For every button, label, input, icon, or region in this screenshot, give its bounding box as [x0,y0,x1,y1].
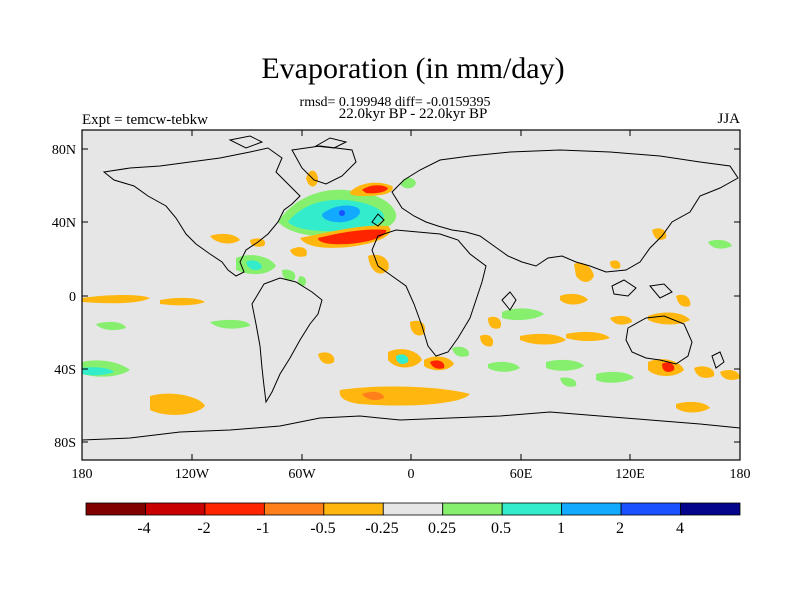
x-axis [81,130,741,460]
anomaly-patches [82,170,740,415]
colorbar-label: -0.5 [310,520,335,537]
colorbar-label: 0.5 [491,520,511,537]
colorbar-label: -4 [137,520,150,537]
colorbar-swatch [145,502,206,516]
colorbar-label: 1 [557,520,565,537]
y-tick-label: 80S [54,436,76,451]
colorbar-swatch [442,502,503,516]
colorbar-swatch [323,502,384,516]
colorbar-label: 2 [616,520,624,537]
colorbar-label: -1 [256,520,269,537]
y-tick-label: 40S [54,363,76,378]
coastline-africa [371,229,487,357]
y-tick-label: 80N [52,143,76,158]
coastline-south-america [251,277,323,404]
y-tick-label: 40N [52,216,76,231]
stats-label: rmsd= 0.199948 diff= -0.0159395 [299,95,491,110]
colorbar-swatch [561,502,622,516]
coastline-europe-asia [391,149,739,273]
period-label: 22.0kyr BP - 22.0kyr BP [338,106,488,122]
colorbar-labels: -4 -2 -1 -0.5 -0.25 0.25 0.5 1 2 4 [137,520,684,537]
colorbar-swatch [263,502,325,516]
coastlines [81,135,741,441]
colorbar-swatch [85,502,146,516]
colorbar-swatch [680,502,741,516]
plot-title: Evaporation (in mm/day) [261,52,565,85]
colorbar-swatch [501,502,563,516]
colorbar [85,502,741,516]
x-tick-label: 60E [510,467,533,482]
coastline-north-america [102,147,301,277]
x-tick-label: 180 [72,467,93,482]
y-axis [82,148,740,443]
experiment-label: Expt = temcw-tebkw [82,112,208,128]
season-label: JJA [717,111,740,127]
colorbar-swatch [620,502,681,516]
x-tick-label: 60W [288,467,316,482]
y-tick-label: 0 [69,290,76,305]
coastline-antarctica [81,411,741,441]
colorbar-swatch [204,502,265,516]
colorbar-label: -2 [197,520,210,537]
x-tick-label: 120W [175,467,210,482]
coastline-australia [625,315,693,365]
x-tick-label: 0 [408,467,415,482]
colorbar-swatch [382,502,444,516]
colorbar-label: 0.25 [428,520,456,537]
patch-gulfstream-red [318,229,387,245]
colorbar-label: -0.25 [365,520,398,537]
colorbar-label: 4 [676,520,684,537]
x-tick-label: 120E [615,467,645,482]
x-tick-label: 180 [730,467,751,482]
